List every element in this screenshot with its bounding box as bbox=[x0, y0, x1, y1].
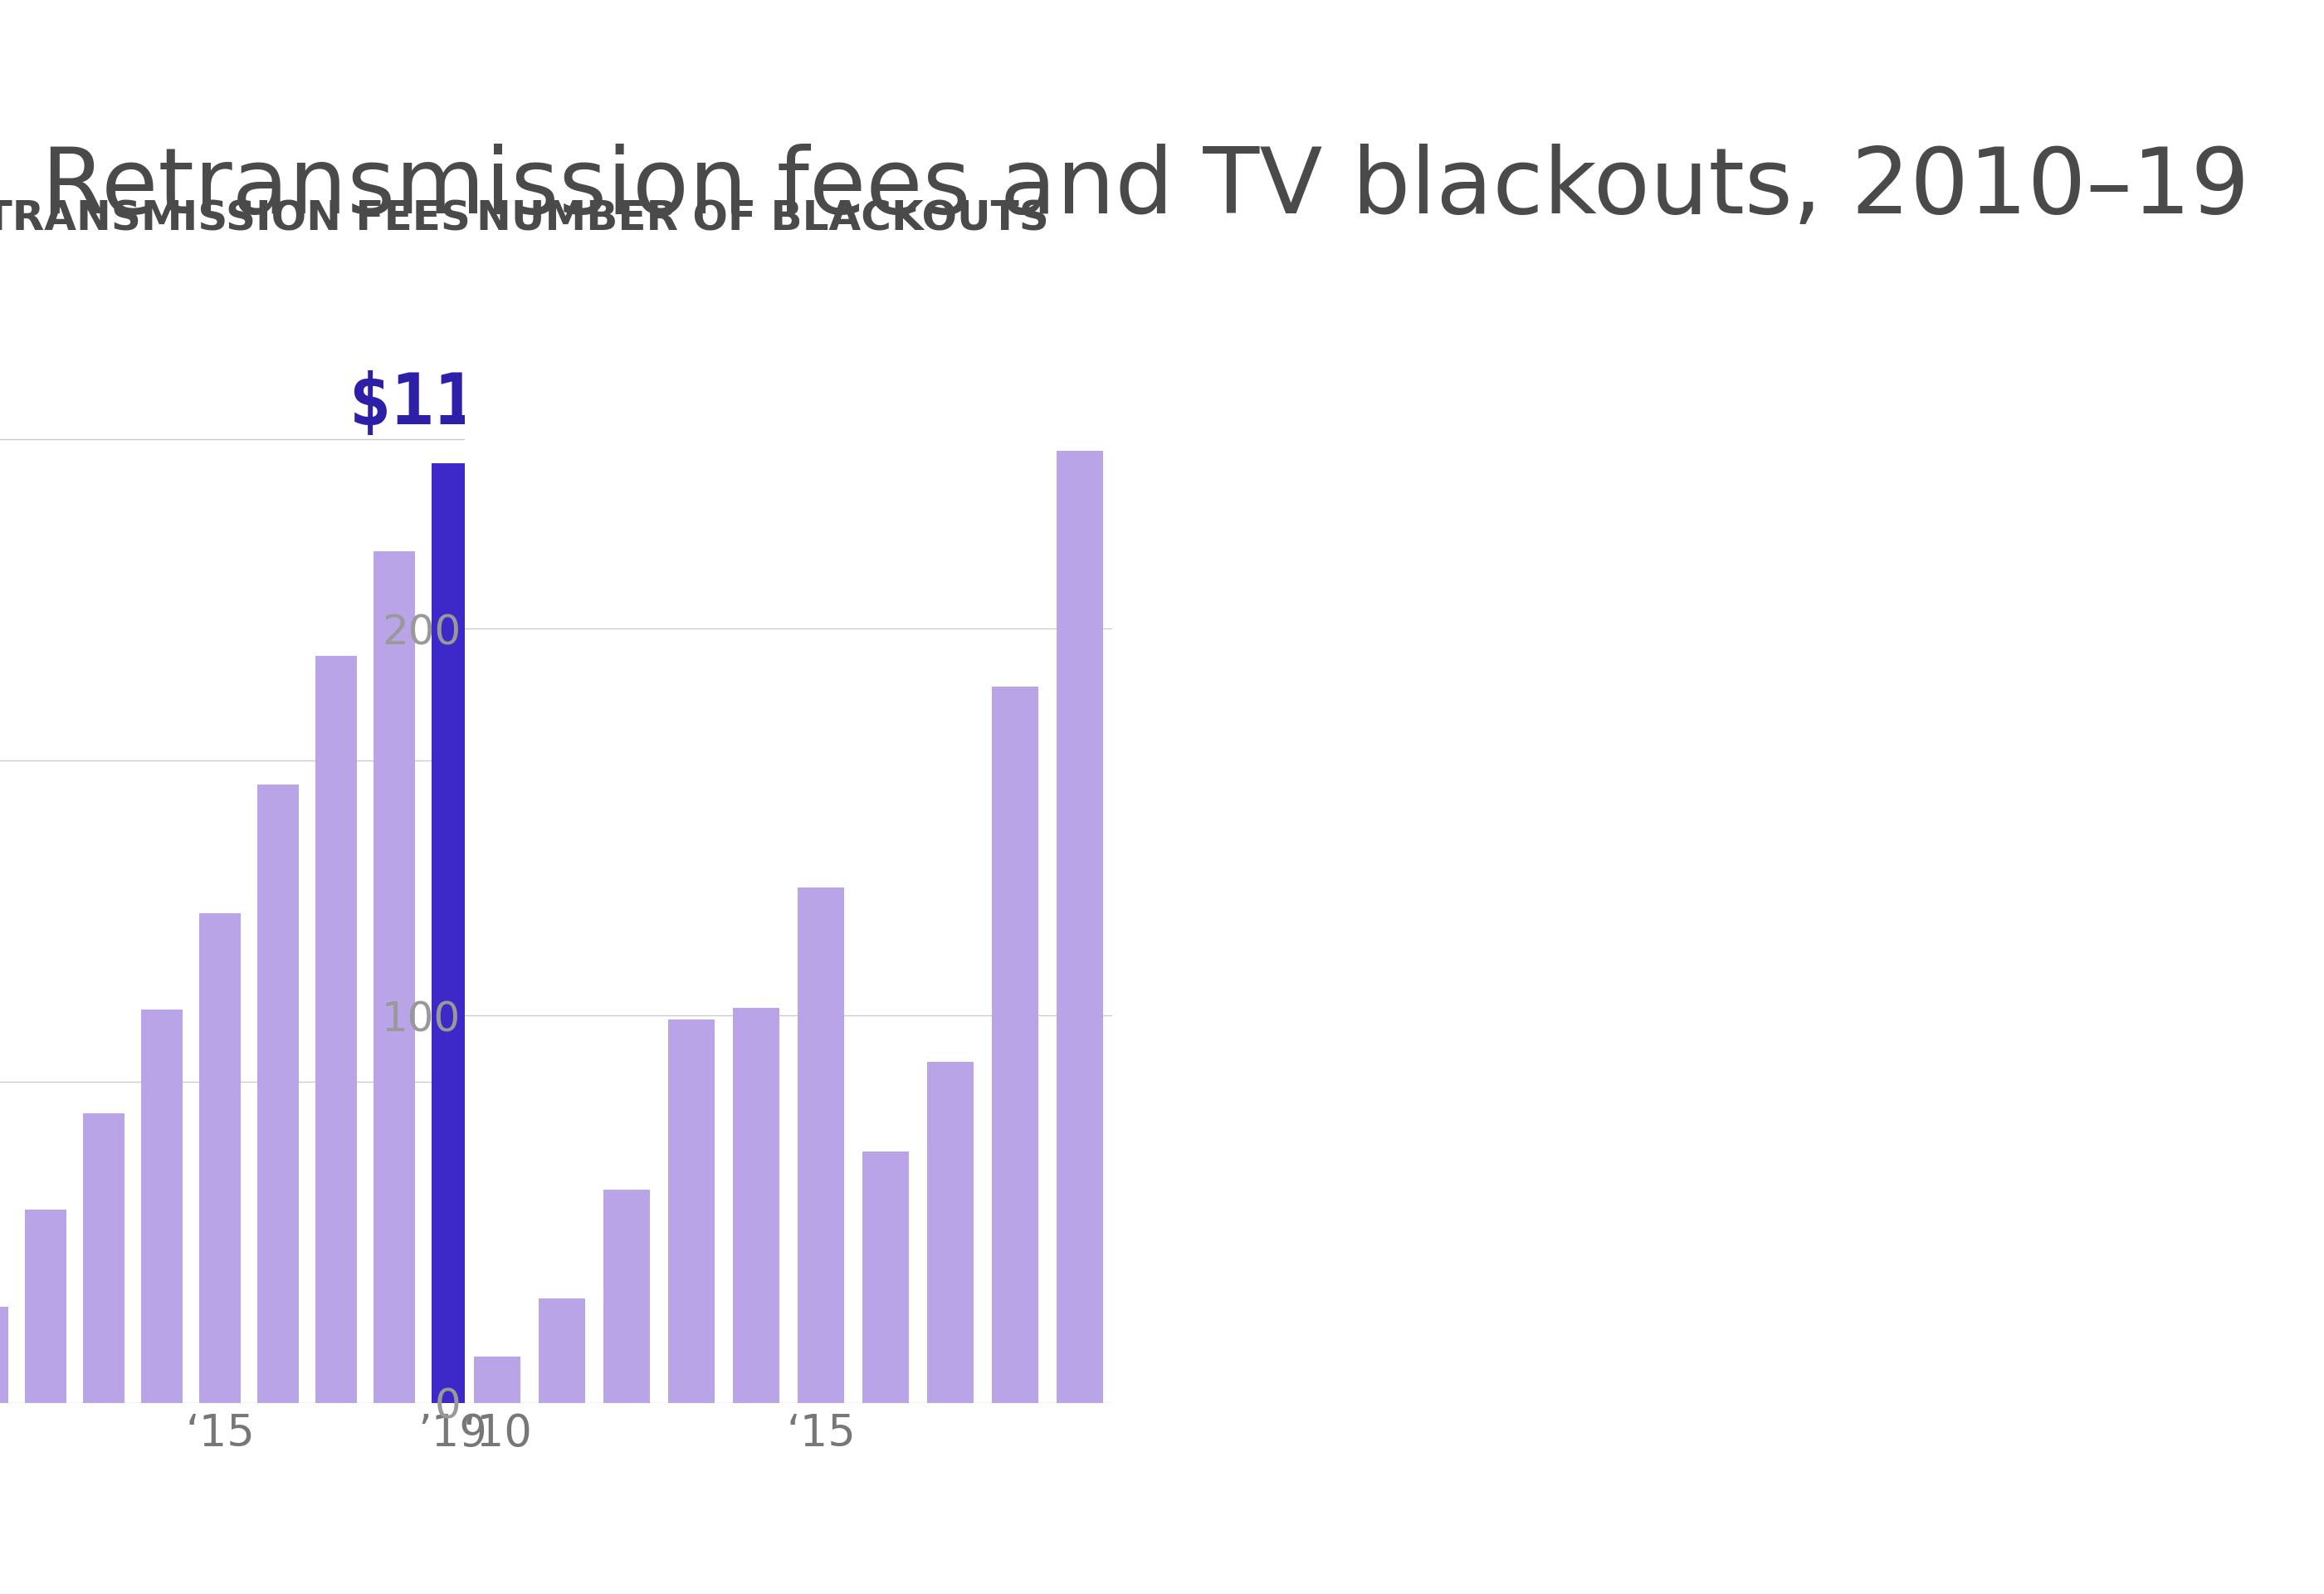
Bar bbox=[927, 1062, 974, 1403]
Bar bbox=[142, 1009, 184, 1403]
Bar bbox=[474, 1356, 521, 1403]
Bar bbox=[604, 1189, 651, 1403]
Bar bbox=[432, 464, 474, 1403]
Text: RETRANSMISSION FEES: RETRANSMISSION FEES bbox=[0, 199, 469, 239]
Text: $11.7b: $11.7b bbox=[349, 370, 607, 440]
Bar bbox=[862, 1151, 909, 1403]
Bar bbox=[992, 687, 1039, 1403]
Text: NUMBER OF BLACKOUTS: NUMBER OF BLACKOUTS bbox=[476, 199, 1048, 239]
Bar bbox=[732, 1007, 779, 1403]
Bar bbox=[797, 888, 844, 1403]
Bar bbox=[667, 1020, 716, 1403]
Bar bbox=[84, 1114, 125, 1403]
Bar bbox=[0, 1307, 9, 1403]
Bar bbox=[26, 1210, 67, 1403]
Bar bbox=[374, 552, 416, 1403]
Bar bbox=[258, 784, 300, 1403]
Bar bbox=[200, 913, 242, 1403]
Bar bbox=[539, 1298, 586, 1403]
Text: Retransmission fees and TV blackouts, 2010–19: Retransmission fees and TV blackouts, 20… bbox=[42, 143, 2250, 233]
Bar bbox=[1057, 451, 1104, 1403]
Bar bbox=[316, 657, 358, 1403]
